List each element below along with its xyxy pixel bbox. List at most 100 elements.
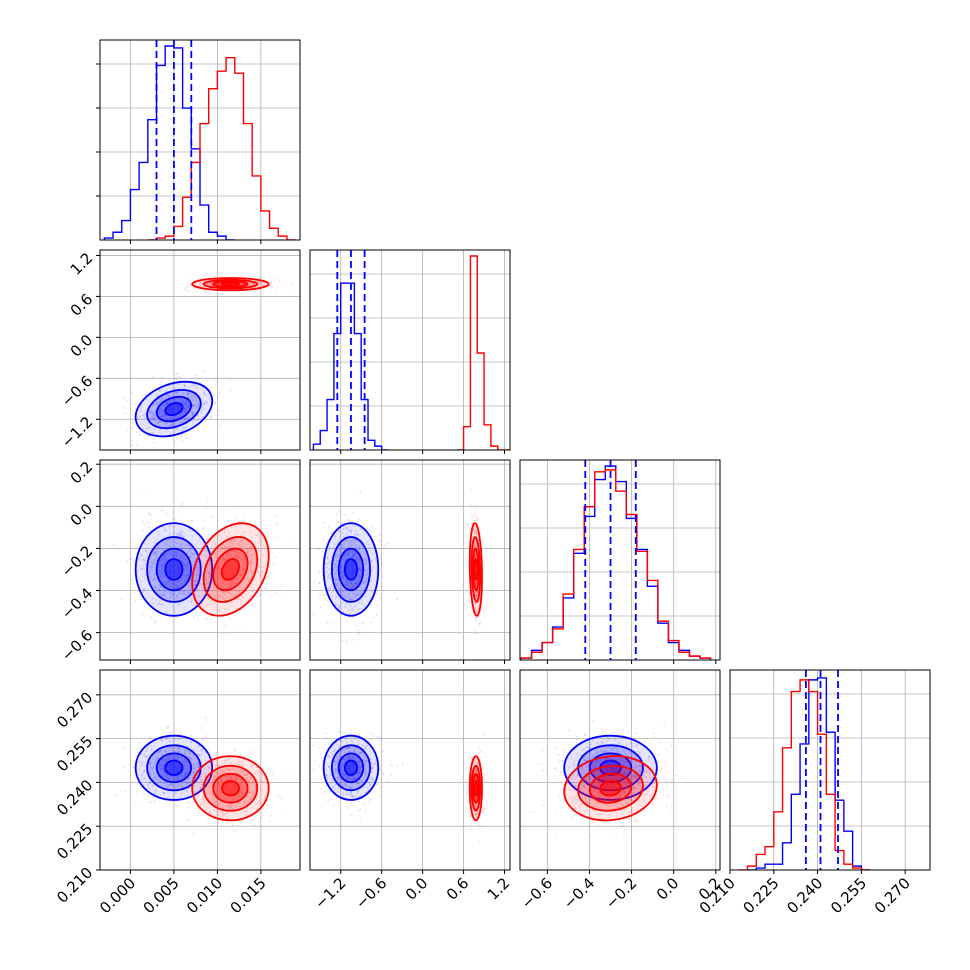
scatter-point [227, 577, 230, 579]
scatter-point [207, 572, 210, 574]
scatter-point [176, 392, 178, 394]
scatter-point [182, 574, 185, 577]
scatter-point [218, 783, 221, 786]
scatter-point [350, 582, 352, 584]
scatter-point [474, 555, 477, 558]
scatter-point [148, 410, 151, 412]
scatter-point [340, 543, 343, 546]
scatter-point [157, 402, 160, 405]
scatter-point [185, 568, 188, 570]
scatter-point [359, 490, 362, 493]
scatter-point [240, 764, 243, 767]
scatter-point [136, 417, 139, 420]
scatter-point [184, 416, 187, 419]
scatter-point [165, 394, 168, 396]
scatter-point [169, 573, 172, 575]
scatter-point [186, 771, 189, 773]
scatter-point [242, 785, 245, 787]
scatter-point [168, 526, 171, 529]
scatter-point [181, 761, 184, 764]
scatter-point [150, 567, 153, 569]
scatter-point [256, 802, 259, 805]
scatter-point [171, 411, 174, 414]
scatter-point [196, 579, 199, 582]
scatter-point [153, 566, 156, 568]
scatter-point [244, 814, 246, 817]
scatter-point [478, 604, 480, 607]
scatter-point [196, 762, 199, 765]
scatter-point [257, 570, 260, 573]
density-fill [344, 760, 358, 776]
scatter-point [169, 592, 172, 595]
scatter-point [193, 763, 196, 766]
scatter-point [335, 579, 337, 582]
scatter-point [169, 767, 172, 769]
scatter-point [477, 601, 480, 603]
scatter-point [147, 784, 150, 786]
scatter-point [181, 782, 184, 785]
scatter-point [205, 760, 208, 763]
scatter-point [164, 555, 167, 558]
scatter-point [185, 579, 188, 582]
scatter-point [349, 772, 352, 775]
scatter-point [194, 287, 197, 289]
scatter-point [197, 754, 200, 757]
scatter-point [204, 291, 206, 293]
scatter-point [358, 567, 361, 570]
scatter-point [334, 760, 337, 763]
scatter-point [208, 753, 211, 756]
scatter-point [162, 768, 164, 771]
scatter-point [148, 768, 151, 771]
scatter-point [182, 592, 184, 595]
scatter-point [285, 281, 288, 284]
scatter-point [162, 582, 164, 585]
scatter-point [328, 587, 331, 589]
scatter-point [362, 752, 365, 755]
scatter-point [201, 566, 204, 568]
scatter-point [187, 406, 190, 408]
scatter-point [157, 569, 160, 572]
scatter-point [336, 743, 339, 746]
scatter-point [165, 757, 168, 760]
scatter-point [328, 756, 331, 759]
scatter-point [174, 757, 177, 760]
scatter-point [161, 416, 163, 419]
scatter-point [227, 804, 230, 807]
scatter-point [217, 282, 219, 285]
scatter-point [380, 555, 382, 557]
scatter-point [161, 760, 164, 763]
scatter-point [205, 785, 208, 788]
scatter-point [218, 793, 221, 796]
scatter-point [191, 564, 194, 567]
scatter-point [202, 389, 205, 392]
scatter-point [204, 276, 207, 279]
scatter-point [236, 797, 239, 800]
scatter-point [227, 556, 230, 558]
scatter-point [190, 745, 192, 748]
scatter-point [332, 623, 335, 625]
scatter-point [158, 408, 161, 411]
scatter-point [216, 780, 218, 783]
scatter-point [169, 416, 172, 419]
scatter-point [196, 406, 199, 409]
scatter-point [123, 407, 125, 409]
scatter-point [243, 556, 246, 559]
scatter-point [152, 404, 155, 407]
scatter-point [142, 428, 145, 431]
scatter-point [171, 563, 173, 566]
scatter-point [233, 797, 236, 800]
scatter-point [227, 565, 230, 568]
scatter-point [204, 751, 207, 754]
scatter-point [153, 417, 156, 419]
scatter-point [289, 543, 292, 545]
scatter-point [243, 592, 245, 595]
scatter-point [214, 556, 216, 558]
scatter-point [358, 575, 361, 578]
scatter-point [175, 555, 178, 558]
scatter-point [249, 751, 252, 754]
scatter-point [319, 753, 322, 756]
scatter-point [173, 411, 175, 413]
scatter-point [187, 402, 190, 405]
scatter-point [205, 576, 207, 579]
scatter-point [186, 772, 189, 774]
